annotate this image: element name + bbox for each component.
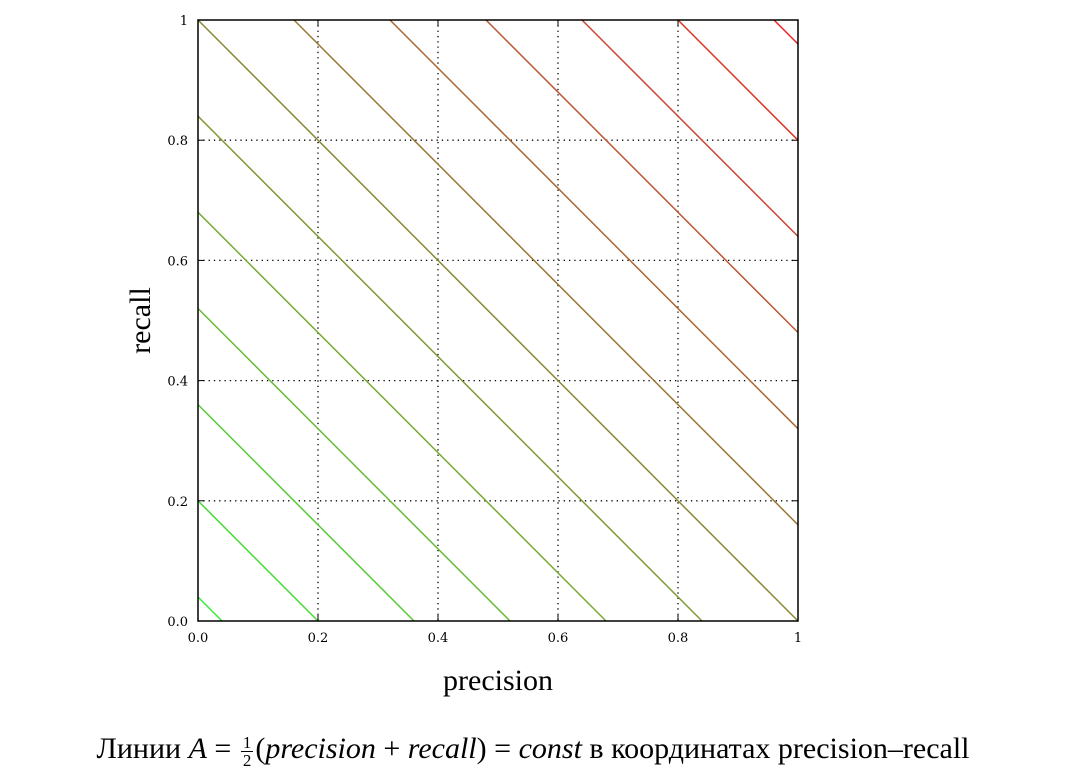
y-tick-labels: 0.0 0.2 0.4 0.6 0.8 1 xyxy=(167,14,188,630)
x-tick-label: 0.2 xyxy=(308,631,329,646)
caption-paren-close: ) xyxy=(476,732,487,765)
caption-var-a: A xyxy=(188,732,207,765)
caption-plus: + xyxy=(375,732,408,765)
iso-accuracy-line xyxy=(773,19,799,45)
tick-marks xyxy=(197,19,799,622)
y-tick-label: 1 xyxy=(180,14,188,29)
iso-accuracy-line xyxy=(197,307,511,622)
caption-var-recall: recall xyxy=(407,732,477,765)
y-tick-label: 0.2 xyxy=(167,495,188,510)
x-tick-label: 0.6 xyxy=(548,631,569,646)
caption-equals-1: = xyxy=(206,732,239,765)
iso-accuracy-line xyxy=(197,404,415,622)
y-tick-label: 0.4 xyxy=(167,375,188,390)
y-tick-label: 0.6 xyxy=(167,254,188,269)
y-tick-label: 0.0 xyxy=(167,615,188,630)
x-tick-label: 0.8 xyxy=(668,631,689,646)
iso-accuracy-line xyxy=(197,500,319,622)
x-tick-label: 0.0 xyxy=(188,631,209,646)
y-axis-label: recall xyxy=(124,287,157,354)
iso-accuracy-line xyxy=(485,19,799,334)
iso-accuracy-line xyxy=(197,115,703,622)
iso-accuracy-line xyxy=(389,19,799,430)
fraction-denominator: 2 xyxy=(242,750,252,770)
caption-var-const: const xyxy=(518,732,582,765)
series-lines xyxy=(197,19,799,622)
iso-accuracy-line xyxy=(197,596,223,622)
x-tick-labels: 0.0 0.2 0.4 0.6 0.8 1 xyxy=(188,631,802,646)
figure-caption: Линии A = 1 2 (precision + recall) = const… xyxy=(0,732,1066,769)
iso-accuracy-line xyxy=(677,19,799,141)
x-axis-label: precision xyxy=(443,664,553,697)
fraction-numerator: 1 xyxy=(240,732,254,752)
iso-accuracy-chart: 0.0 0.2 0.4 0.6 0.8 1 0.0 0.2 0.4 0.6 0.8 1 precis… xyxy=(124,14,802,697)
caption-var-precision: precision xyxy=(265,732,376,765)
x-tick-label: 0.4 xyxy=(428,631,449,646)
caption-paren-open: ( xyxy=(255,732,266,765)
caption-suffix: в координатах precision–recall xyxy=(581,732,970,765)
y-tick-label: 0.8 xyxy=(167,134,188,149)
iso-accuracy-line xyxy=(197,211,607,622)
iso-accuracy-line xyxy=(197,19,799,622)
iso-accuracy-line xyxy=(293,19,799,526)
caption-equals-2: = xyxy=(486,732,519,765)
plot-frame xyxy=(197,19,799,622)
x-tick-label: 1 xyxy=(794,631,802,646)
caption-prefix: Линии xyxy=(96,732,189,765)
iso-accuracy-line xyxy=(581,19,799,237)
